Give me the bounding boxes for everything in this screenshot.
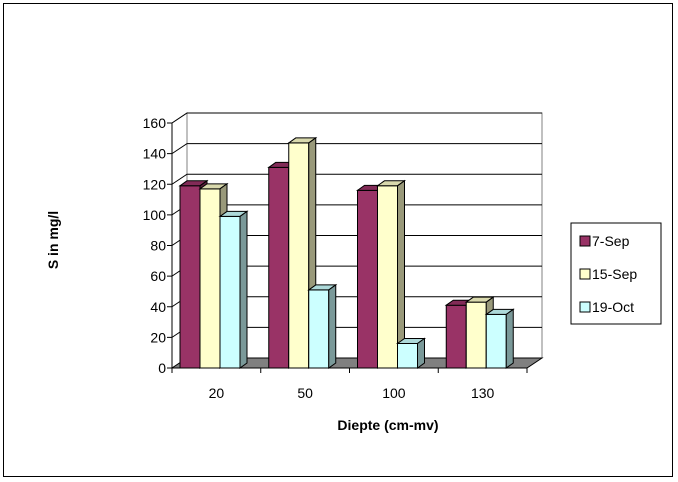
gridline: [171, 112, 542, 124]
y-tick-label: 80: [150, 238, 166, 254]
bar-front: [268, 166, 290, 369]
bar-front: [308, 289, 330, 369]
x-tick-label: 20: [209, 385, 225, 401]
gridline: [171, 173, 542, 185]
legend-label: 19-Oct: [592, 299, 634, 315]
y-tick-label: 0: [158, 360, 166, 376]
bar-front: [357, 189, 378, 369]
y-tick-label: 40: [150, 299, 166, 315]
axes: [167, 122, 528, 373]
y-tick-labels: 0 20 40 60 80 100 120 140 160: [143, 115, 167, 376]
gridline: [171, 143, 542, 155]
x-tick-labels: 20 50 100 130: [209, 385, 495, 401]
bar: [484, 308, 515, 369]
y-tick-label: 20: [150, 329, 166, 345]
bar-front: [445, 304, 467, 369]
y-axis-title: S in mg/l: [45, 211, 61, 269]
bars: [178, 136, 515, 369]
bar-front: [485, 313, 507, 369]
legend: 7-Sep 15-Sep 19-Oct: [570, 222, 662, 325]
bar-front: [377, 185, 398, 369]
legend-label: 15-Sep: [592, 266, 637, 282]
y-tick-label: 120: [143, 176, 167, 192]
y-tick-label: 140: [143, 146, 167, 162]
bar-side: [505, 308, 514, 369]
legend-swatch: [579, 268, 591, 280]
bar-side: [239, 210, 248, 369]
x-tick-label: 130: [471, 385, 495, 401]
legend-label: 7-Sep: [592, 233, 630, 249]
y-tick-label: 100: [143, 207, 167, 223]
x-tick-label: 100: [382, 385, 406, 401]
bar-side: [417, 337, 425, 369]
y-tick-label: 160: [143, 115, 167, 131]
bar: [395, 337, 427, 369]
bar-front: [288, 142, 310, 369]
bar: [218, 210, 249, 369]
x-tick-label: 50: [297, 385, 313, 401]
bar-front: [199, 188, 221, 369]
legend-swatch: [579, 301, 591, 313]
bar: [307, 283, 338, 369]
bar-side: [328, 283, 337, 369]
bar-front: [465, 301, 487, 369]
bar: [375, 179, 407, 369]
bar-front: [219, 215, 241, 369]
legend-swatch: [579, 235, 591, 247]
x-axis-title: Diepte (cm-mv): [337, 417, 438, 433]
bar-front: [179, 185, 201, 369]
y-tick-label: 60: [150, 268, 166, 284]
bar-front: [397, 343, 418, 369]
